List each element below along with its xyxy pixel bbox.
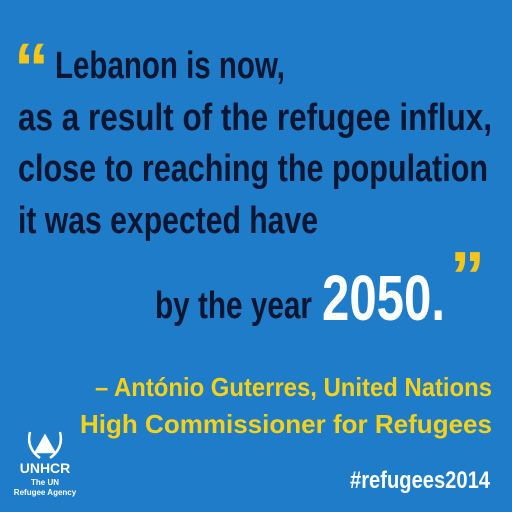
hashtag: #refugees2014 xyxy=(350,467,491,494)
highlight-year: 2050. xyxy=(322,262,445,334)
quote-line: it was expected have xyxy=(18,200,318,242)
logo-subtitle: Refugee Agency xyxy=(14,488,77,497)
logo-name: UNHCR xyxy=(20,460,71,476)
attribution-line: High Commissioner for Refugees xyxy=(80,409,492,439)
close-quote-mark: ” xyxy=(450,237,485,315)
attribution-line: – António Guterres, United Nations xyxy=(95,372,492,402)
quote-line: Lebanon is now, xyxy=(55,45,285,87)
quote-line: by the year xyxy=(155,285,312,327)
open-quote-mark: “ xyxy=(14,29,49,107)
quote-line: close to reaching the population xyxy=(18,148,488,190)
logo-emblem xyxy=(27,431,63,460)
logo-subtitle: The UN xyxy=(31,478,59,487)
quote-line: as a result of the refugee influx, xyxy=(18,97,492,139)
